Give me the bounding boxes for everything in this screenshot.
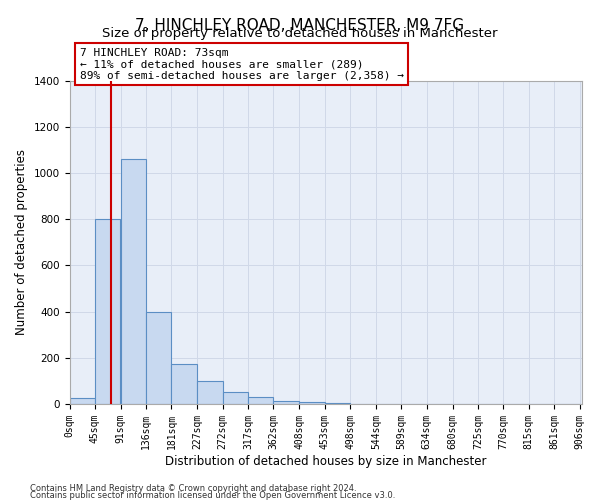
Bar <box>325 403 350 404</box>
Bar <box>274 400 299 404</box>
X-axis label: Distribution of detached houses by size in Manchester: Distribution of detached houses by size … <box>165 454 487 468</box>
Bar <box>95 219 120 404</box>
Bar <box>197 381 223 404</box>
Bar <box>121 159 146 404</box>
Text: 7, HINCHLEY ROAD, MANCHESTER, M9 7FG: 7, HINCHLEY ROAD, MANCHESTER, M9 7FG <box>136 18 464 32</box>
Bar <box>248 397 274 404</box>
Bar <box>299 402 325 404</box>
Text: Contains public sector information licensed under the Open Government Licence v3: Contains public sector information licen… <box>30 490 395 500</box>
Text: Contains HM Land Registry data © Crown copyright and database right 2024.: Contains HM Land Registry data © Crown c… <box>30 484 356 493</box>
Text: 7 HINCHLEY ROAD: 73sqm
← 11% of detached houses are smaller (289)
89% of semi-de: 7 HINCHLEY ROAD: 73sqm ← 11% of detached… <box>80 48 404 80</box>
Text: Size of property relative to detached houses in Manchester: Size of property relative to detached ho… <box>102 28 498 40</box>
Bar <box>146 312 172 404</box>
Y-axis label: Number of detached properties: Number of detached properties <box>15 150 28 336</box>
Bar <box>223 392 248 404</box>
Bar <box>70 398 95 404</box>
Bar <box>172 364 197 404</box>
